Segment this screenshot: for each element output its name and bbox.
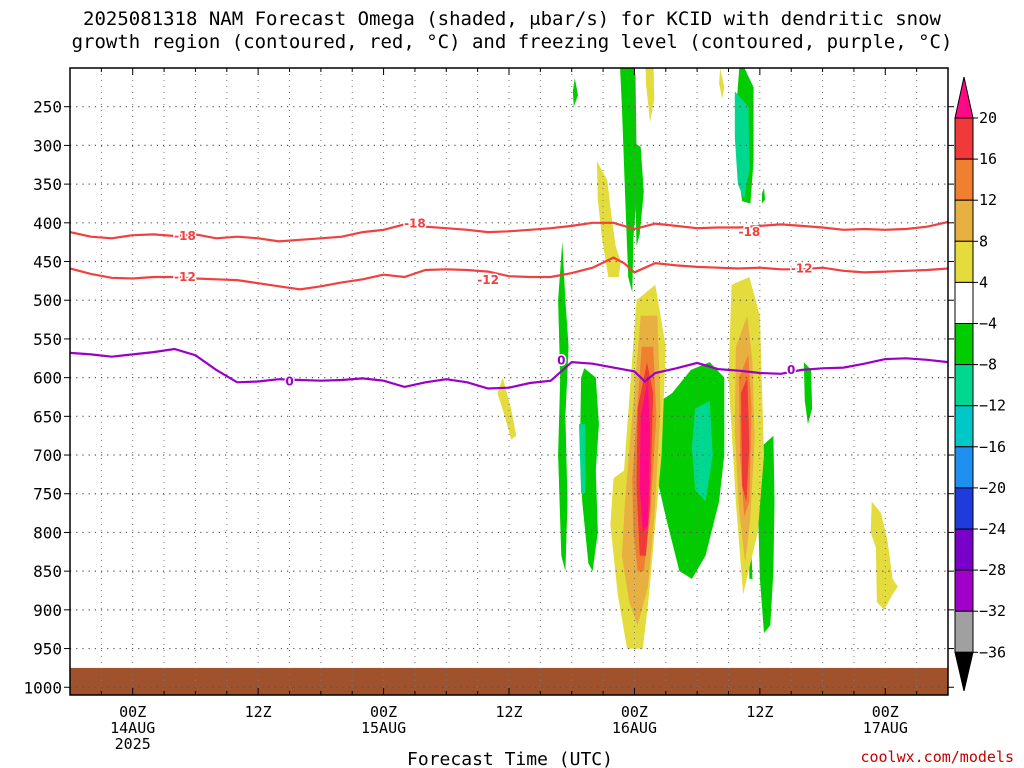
x-tick-label: 15AUG (361, 719, 406, 737)
colorbar-box (954, 528, 974, 571)
omega-shaded-region (741, 377, 750, 502)
y-tick-label: 1000 (23, 678, 62, 697)
contour-label: -18 (174, 229, 196, 243)
x-tick-label: 00Z (370, 703, 397, 721)
omega-shaded-region (870, 501, 898, 610)
contour-label: 0 (787, 363, 795, 377)
colorbar-label: 4 (979, 273, 988, 291)
omega-shaded-region (572, 78, 578, 107)
omega-shaded-region (734, 91, 750, 200)
contour-label: 0 (557, 354, 565, 368)
x-tick-label: 12Z (245, 703, 272, 721)
omega-shaded-region (579, 424, 586, 494)
omega-shaded-region (625, 136, 644, 246)
omega-shaded-region (719, 68, 725, 99)
y-tick-label: 700 (33, 446, 62, 465)
colorbar-label: 20 (979, 109, 997, 127)
colorbar-top-arrow (954, 76, 974, 119)
y-tick-label: 400 (33, 214, 62, 233)
y-tick-label: 350 (33, 175, 62, 194)
colorbar-label: −32 (979, 602, 1006, 620)
omega-shaded-region (645, 68, 655, 123)
colorbar-bottom-arrow (954, 651, 974, 692)
y-tick-label: 850 (33, 562, 62, 581)
y-tick-label: 800 (33, 523, 62, 542)
colorbar-label: −20 (979, 479, 1006, 497)
contour-label: -12 (791, 261, 813, 275)
colorbar-box (954, 405, 974, 448)
plot-area: -18 -18 -18 -12 -12 -12 0 0 0 (69, 67, 949, 696)
contour-line (70, 256, 948, 291)
x-tick-label: 17AUG (863, 719, 908, 737)
omega-shaded-region (497, 377, 517, 440)
watermark: coolwx.com/models (860, 748, 1014, 766)
omega-shaded-region (580, 368, 599, 572)
x-tick-label: 2025 (115, 735, 151, 753)
x-tick-label: 12Z (495, 703, 522, 721)
colorbar-label: −12 (979, 397, 1006, 415)
y-tick-label: 650 (33, 407, 62, 426)
y-tick-label: 250 (33, 98, 62, 117)
colorbar-box (954, 117, 974, 160)
y-tick-label: 950 (33, 640, 62, 659)
colorbar-box (954, 281, 974, 324)
omega-shaded-region (596, 160, 621, 277)
chart-title-line-1: 2025081318 NAM Forecast Omega (shaded, μ… (83, 8, 941, 30)
omega-shaded-region (757, 435, 775, 634)
y-tick-label: 900 (33, 601, 62, 620)
y-tick-label: 500 (33, 291, 62, 310)
colorbar-label: −24 (979, 520, 1006, 538)
colorbar-box (954, 199, 974, 242)
x-axis-label: Forecast Time (UTC) (407, 749, 613, 768)
x-tick-label: 00Z (872, 703, 899, 721)
omega-shaded-region (620, 68, 638, 293)
y-tick-label: 450 (33, 253, 62, 272)
colorbar-box (954, 364, 974, 407)
colorbar-box (954, 446, 974, 489)
contour-label: 0 (285, 375, 293, 389)
colorbar-legend: 20 16 12 8 4 −4 −8 −12 −16 −20 −24 −28 −32 −36 (954, 76, 1006, 692)
omega-shaded-region (761, 188, 766, 204)
contour-label: -18 (404, 217, 426, 231)
contour-line (70, 347, 948, 390)
y-tick-label: 600 (33, 369, 62, 388)
chart-title-line-2: growth region (contoured, red, °C) and f… (72, 31, 953, 53)
colorbar-label: −36 (979, 643, 1006, 661)
omega-shaded-region (803, 362, 813, 425)
plot-content: -18 -18 -18 -12 -12 -12 0 0 0 (70, 68, 948, 695)
contour-label: -12 (174, 270, 196, 284)
colorbar-label: −28 (979, 561, 1006, 579)
contour-label: -12 (477, 273, 499, 287)
y-axis: 250 300 350 400 450 500 550 600 650 700 750 800 850 9… (23, 98, 954, 697)
contour-label: -18 (739, 225, 761, 239)
colorbar-box (954, 610, 974, 653)
plot-frame (69, 67, 949, 696)
x-tick-label: 00Z (621, 703, 648, 721)
colorbar-box (954, 323, 974, 366)
omega-shaded-region (558, 241, 569, 572)
y-tick-label: 750 (33, 485, 62, 504)
colorbar-label: 16 (979, 150, 997, 168)
colorbar-box (954, 158, 974, 201)
colorbar-label: 8 (979, 232, 988, 250)
colorbar-box (954, 487, 974, 530)
colorbar-box (954, 569, 974, 612)
colorbar-label: −16 (979, 438, 1006, 456)
x-tick-label: 16AUG (612, 719, 657, 737)
x-tick-label: 12Z (746, 703, 773, 721)
contour-line (70, 220, 948, 243)
x-tick-label: 00Z (119, 703, 146, 721)
colorbar-label: −4 (979, 315, 997, 333)
y-tick-label: 550 (33, 330, 62, 349)
x-tick-label: 14AUG (110, 719, 155, 737)
colorbar-label: 12 (979, 191, 997, 209)
y-tick-label: 300 (33, 136, 62, 155)
colorbar-label: −8 (979, 356, 997, 374)
colorbar-box (954, 240, 974, 283)
